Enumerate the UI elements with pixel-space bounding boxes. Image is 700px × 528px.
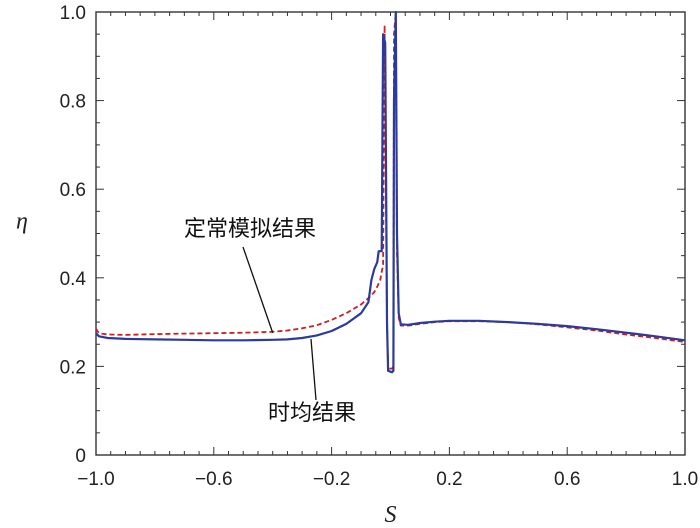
- x-tick-label: −0.6: [195, 469, 233, 490]
- y-axis-label: η: [16, 209, 28, 235]
- y-tick-label: 0.4: [60, 269, 87, 290]
- x-tick-label: −1.0: [77, 469, 115, 490]
- annotation-leader: [242, 246, 274, 333]
- y-tick-label: 0: [75, 446, 86, 467]
- x-tick-label: −0.2: [313, 469, 351, 490]
- x-tick-label: 0.2: [436, 469, 462, 490]
- y-tick-label: 0.8: [60, 92, 86, 113]
- ticks: −1.0 −0.6 −0.2 0.2 0.6 1.0 0 0.2 0.4 0.6 0.8 1.0: [60, 3, 699, 490]
- series-line-time-averaged: [95, 10, 686, 374]
- annotation-label: 定常模拟结果: [184, 217, 316, 242]
- y-tick-label: 0.2: [60, 357, 86, 378]
- x-tick-label: 0.6: [554, 469, 580, 490]
- annotation-leader: [310, 338, 317, 401]
- x-axis-label: S: [385, 502, 397, 528]
- series-layer: [95, 10, 686, 374]
- annotation-label: 时均结果: [268, 401, 356, 426]
- x-tick-label: 1.0: [672, 469, 698, 490]
- y-tick-label: 0.6: [60, 180, 86, 201]
- y-tick-label: 1.0: [60, 3, 86, 24]
- series-line-steady: [95, 11, 686, 370]
